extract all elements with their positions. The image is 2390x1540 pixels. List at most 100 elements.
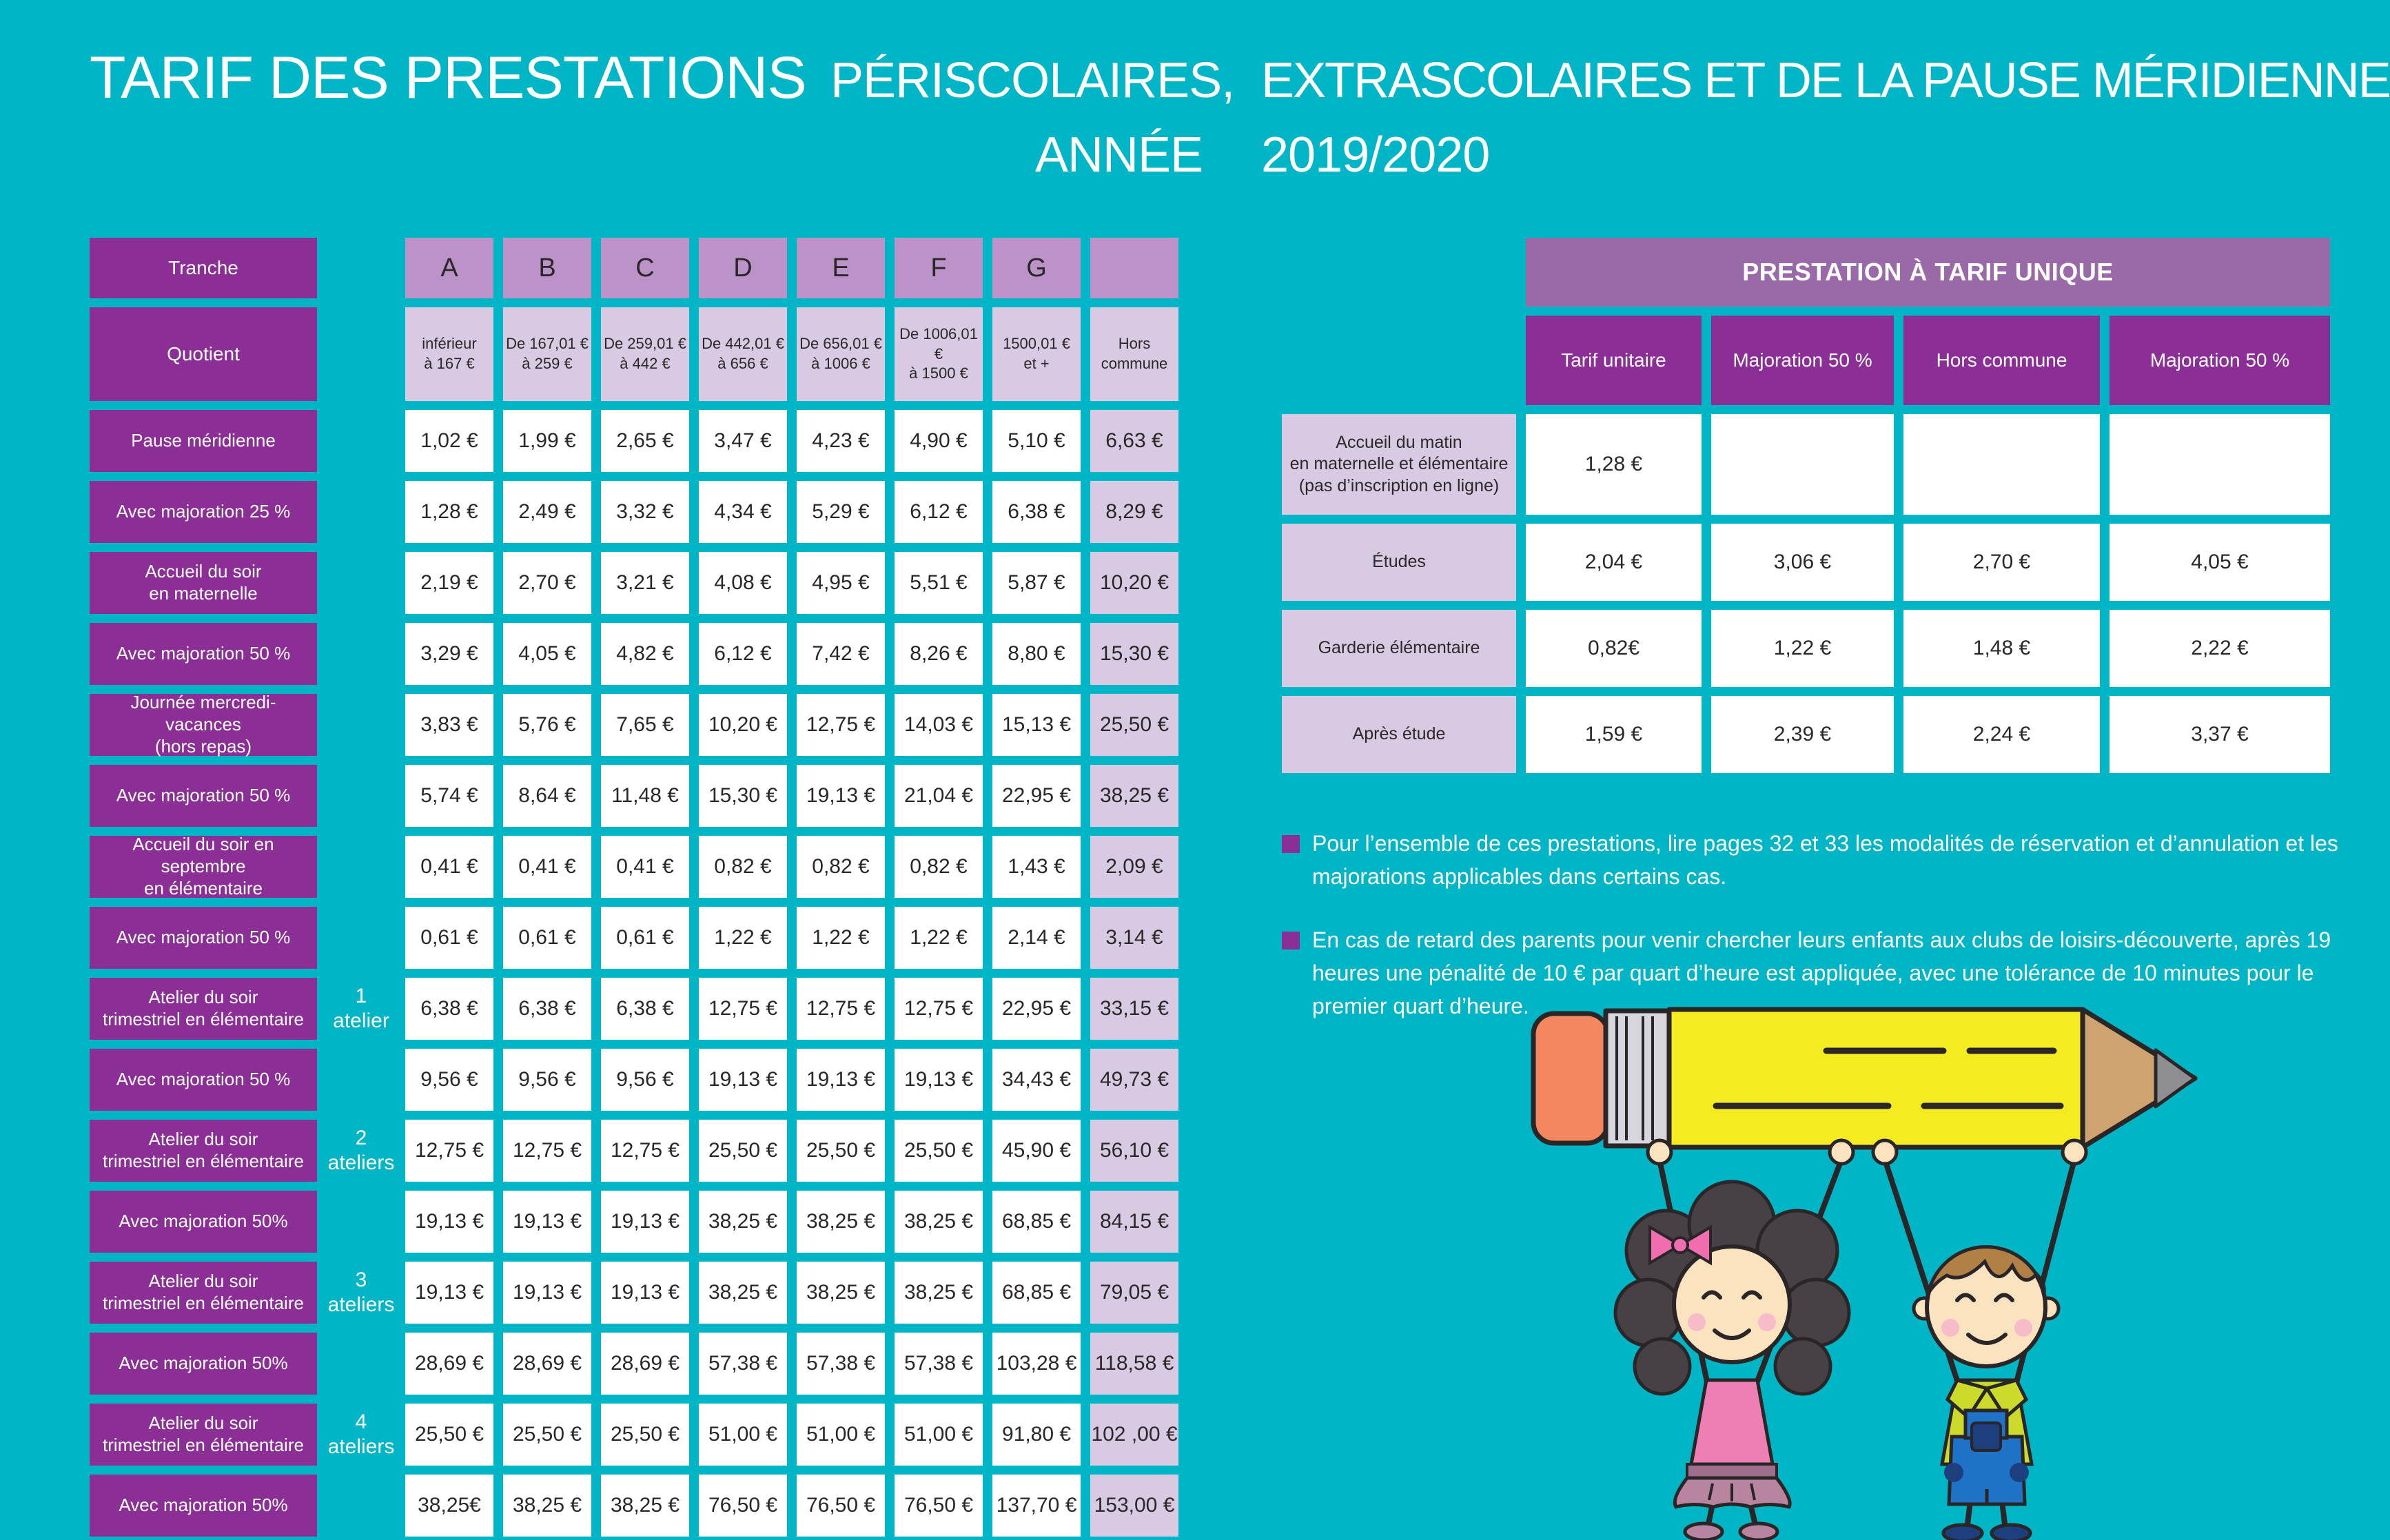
tariff-value: 33,15 € bbox=[1090, 978, 1178, 1040]
tariff-value: 3,47 € bbox=[699, 410, 787, 472]
service-row-label: Accueil du matin en maternelle et élémen… bbox=[1282, 414, 1516, 515]
hair-bow-icon bbox=[1648, 1224, 1712, 1266]
tariff-value: 1,22 € bbox=[797, 907, 885, 969]
tariff-value: 25,50 € bbox=[405, 1404, 493, 1466]
quotient-range: Hors commune bbox=[1090, 307, 1178, 401]
tariff-value: 2,70 € bbox=[503, 552, 591, 614]
tariff-value: 2,65 € bbox=[601, 410, 689, 472]
tariff-value: 6,38 € bbox=[405, 978, 493, 1040]
tariff-value: 19,13 € bbox=[797, 1049, 885, 1111]
service-row-label: Avec majoration 50 % bbox=[90, 623, 317, 685]
tariff-value: 19,13 € bbox=[405, 1191, 493, 1253]
tariff-value: 2,24 € bbox=[1903, 696, 2100, 773]
bullet-square-icon bbox=[1282, 932, 1300, 949]
service-row-label: Avec majoration 25 % bbox=[90, 481, 317, 543]
service-row-label: Journée mercredi-vacances (hors repas) bbox=[90, 692, 317, 757]
service-row-label: Atelier du soir trimestriel en élémentai… bbox=[90, 978, 317, 1040]
tariff-by-tranche-table: Tranche A B C D E F G Quotient inférieur à 167 € D… bbox=[90, 238, 1178, 1537]
tariff-value: 57,38 € bbox=[797, 1333, 885, 1395]
tariff-value: 25,50 € bbox=[1090, 694, 1178, 756]
tariff-value: 1,28 € bbox=[1526, 414, 1702, 515]
tariff-value: 38,25 € bbox=[797, 1262, 885, 1324]
tariff-value: 12,75 € bbox=[405, 1120, 493, 1182]
tariff-value: 2,09 € bbox=[1090, 836, 1178, 898]
tariff-value bbox=[2110, 414, 2330, 515]
tariff-value: 0,82 € bbox=[895, 836, 983, 898]
atelier-count-label: 2 ateliers bbox=[327, 1127, 395, 1174]
tranche-letter bbox=[1090, 238, 1178, 298]
tariff-value: 9,56 € bbox=[405, 1049, 493, 1111]
tariff-value: 14,03 € bbox=[895, 694, 983, 756]
tariff-value: 1,48 € bbox=[1903, 610, 2100, 687]
service-row-label: Après étude bbox=[1282, 696, 1516, 773]
tariff-value: 38,25 € bbox=[1090, 765, 1178, 827]
tariff-value: 28,69 € bbox=[405, 1333, 493, 1395]
tariff-value: 10,20 € bbox=[1090, 552, 1178, 614]
tariff-value: 5,10 € bbox=[992, 410, 1081, 472]
tariff-value: 4,95 € bbox=[797, 552, 885, 614]
tariff-value: 25,50 € bbox=[699, 1120, 787, 1182]
tariff-value: 2,39 € bbox=[1711, 696, 1894, 773]
tariff-value: 6,12 € bbox=[699, 623, 787, 685]
tariff-value: 19,13 € bbox=[503, 1262, 591, 1324]
service-row-label: Avec majoration 50 % bbox=[90, 907, 317, 969]
tariff-value: 38,25 € bbox=[601, 1475, 689, 1537]
tariff-value: 153,00 € bbox=[1090, 1475, 1178, 1537]
tariff-value: 5,74 € bbox=[405, 765, 493, 827]
tariff-value: 0,61 € bbox=[503, 907, 591, 969]
tariff-value: 38,25 € bbox=[699, 1191, 787, 1253]
tranche-letter: B bbox=[503, 238, 591, 298]
tariff-value: 28,69 € bbox=[601, 1333, 689, 1395]
tariff-value: 2,04 € bbox=[1526, 524, 1702, 601]
tariff-value: 1,28 € bbox=[405, 481, 493, 543]
tariff-value: 1,02 € bbox=[405, 410, 493, 472]
title-annee: ANNÉE bbox=[1034, 127, 1203, 183]
tariff-value: 28,69 € bbox=[503, 1333, 591, 1395]
tariff-value: 15,30 € bbox=[1090, 623, 1178, 685]
note-text: En cas de retard des parents pour venir … bbox=[1312, 927, 2331, 1018]
tariff-value: 0,82 € bbox=[699, 836, 787, 898]
tariff-value: 0,41 € bbox=[405, 836, 493, 898]
tariff-value: 51,00 € bbox=[895, 1404, 983, 1466]
atelier-count-label bbox=[327, 481, 396, 543]
tariff-value: 76,50 € bbox=[895, 1475, 983, 1537]
notes-section: Pour l’ensemble de ces prestations, lire… bbox=[1282, 827, 2347, 1053]
quotient-range: De 1006,01 € à 1500 € bbox=[895, 307, 983, 401]
tariff-value: 7,42 € bbox=[797, 623, 885, 685]
tariff-value: 19,13 € bbox=[503, 1191, 591, 1253]
tariff-value: 5,87 € bbox=[992, 552, 1081, 614]
tariff-value: 9,56 € bbox=[601, 1049, 689, 1111]
tariff-value: 19,13 € bbox=[895, 1049, 983, 1111]
tariff-value: 38,25 € bbox=[895, 1191, 983, 1253]
tariff-value: 8,80 € bbox=[992, 623, 1081, 685]
pencil-icon bbox=[1531, 1007, 2198, 1150]
tariff-value: 49,73 € bbox=[1090, 1049, 1178, 1111]
tariff-value: 3,06 € bbox=[1711, 524, 1894, 601]
spacer-cell bbox=[327, 307, 396, 401]
tariff-value: 5,76 € bbox=[503, 694, 591, 756]
service-row-label: Atelier du soir trimestriel en élémentai… bbox=[90, 1120, 317, 1182]
quotient-range: De 167,01 € à 259 € bbox=[503, 307, 591, 401]
tranche-letter: D bbox=[699, 238, 787, 298]
tariff-value: 4,34 € bbox=[699, 481, 787, 543]
tariff-value: 22,95 € bbox=[992, 765, 1081, 827]
quotient-range: 1500,01 € et + bbox=[992, 307, 1081, 401]
tariff-value: 6,63 € bbox=[1090, 410, 1178, 472]
tariff-value: 3,21 € bbox=[601, 552, 689, 614]
tariff-value: 25,50 € bbox=[601, 1404, 689, 1466]
spacer-cell bbox=[1282, 238, 1516, 307]
atelier-count-label: 1 atelier bbox=[333, 985, 389, 1032]
service-row-label: Études bbox=[1282, 524, 1516, 601]
tariff-value: 15,13 € bbox=[992, 694, 1081, 756]
tariff-value: 103,28 € bbox=[992, 1333, 1081, 1395]
tariff-value: 25,50 € bbox=[895, 1120, 983, 1182]
tariff-value: 0,61 € bbox=[405, 907, 493, 969]
tariff-value: 3,37 € bbox=[2110, 696, 2330, 773]
tariff-value: 12,75 € bbox=[895, 978, 983, 1040]
tariff-value: 1,43 € bbox=[992, 836, 1081, 898]
atelier-count-label: 3 ateliers bbox=[327, 1269, 395, 1316]
atelier-count-label bbox=[327, 1049, 396, 1111]
atelier-count-label bbox=[327, 410, 396, 472]
tariff-value: 6,38 € bbox=[992, 481, 1081, 543]
tariff-value: 56,10 € bbox=[1090, 1120, 1178, 1182]
